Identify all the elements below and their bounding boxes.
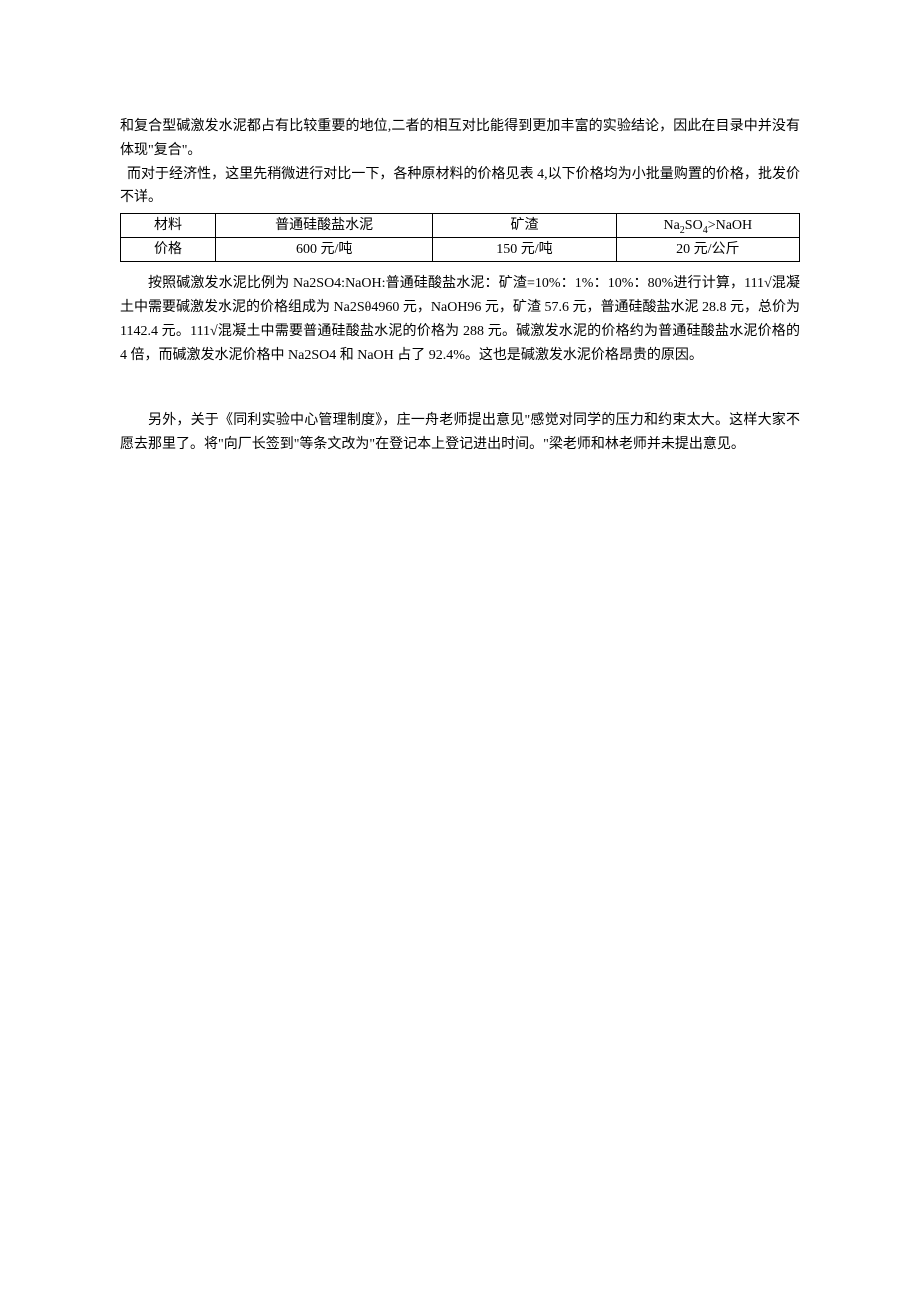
paragraph-1: 和复合型碱激发水泥都占有比较重要的地位,二者的相互对比能得到更加丰富的实验结论，… bbox=[120, 115, 800, 163]
table-row: 材料 普通硅酸盐水泥 矿渣 Na2SO4>NaOH bbox=[121, 214, 800, 238]
table-cell: 价格 bbox=[121, 238, 216, 262]
table-cell: 600 元/吨 bbox=[216, 238, 433, 262]
table-cell: 普通硅酸盐水泥 bbox=[216, 214, 433, 238]
table-cell: Na2SO4>NaOH bbox=[616, 214, 799, 238]
table-cell: 150 元/吨 bbox=[433, 238, 616, 262]
paragraph-4: 另外，关于《同利实验中心管理制度》，庄一舟老师提出意见"感觉对同学的压力和约束太… bbox=[120, 409, 800, 457]
materials-price-table: 材料 普通硅酸盐水泥 矿渣 Na2SO4>NaOH 价格 600 元/吨 150… bbox=[120, 213, 800, 262]
table-row: 价格 600 元/吨 150 元/吨 20 元/公斤 bbox=[121, 238, 800, 262]
paragraph-3: 按照碱激发水泥比例为 Na2SO4:NaOH:普通硅酸盐水泥：矿渣=10%：1%… bbox=[120, 272, 800, 367]
table-cell: 矿渣 bbox=[433, 214, 616, 238]
table-cell: 材料 bbox=[121, 214, 216, 238]
paragraph-2: 而对于经济性，这里先稍微进行对比一下，各种原材料的价格见表 4,以下价格均为小批… bbox=[120, 163, 800, 211]
table-cell: 20 元/公斤 bbox=[616, 238, 799, 262]
